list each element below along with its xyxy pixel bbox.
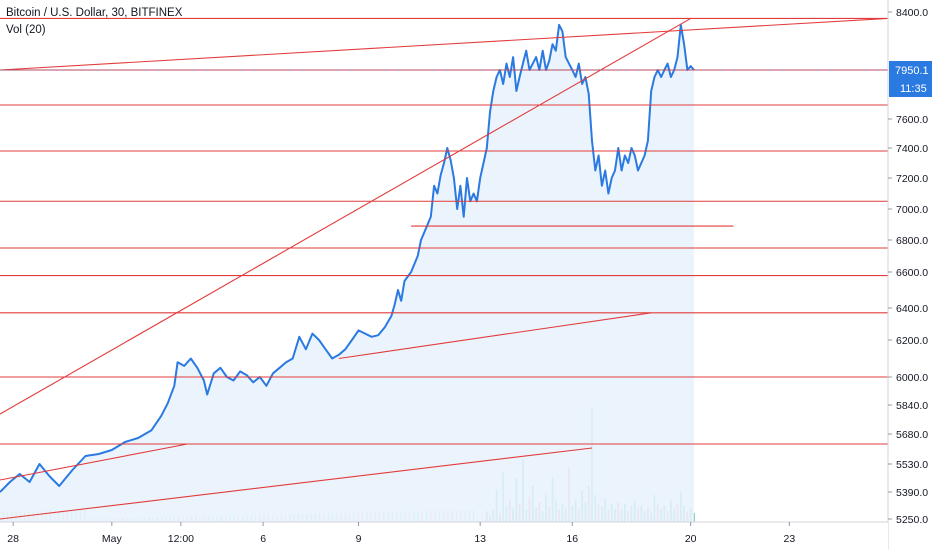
price-tick-label: 6000.0 (896, 372, 928, 384)
time-tick-label: 28 (7, 533, 19, 545)
time-tick-label: 20 (685, 533, 697, 545)
price-tick-label: 7600.0 (896, 114, 928, 126)
price-tick-label: 6200.0 (896, 335, 928, 347)
time-tick-label: 9 (356, 533, 362, 545)
price-area-fill (0, 24, 694, 523)
trendline[interactable] (0, 447, 593, 520)
price-tick-label: 7000.0 (896, 204, 928, 216)
time-tick-label: 6 (260, 533, 266, 545)
price-tick-label: 6800.0 (896, 235, 928, 247)
current-price-badge[interactable] (889, 60, 932, 79)
chart-legend[interactable]: Bitcoin / U.S. Dollar, 30, BITFINEX Vol … (6, 5, 182, 39)
time-tick-label: 12:00 (168, 533, 194, 545)
time-tick-label: 13 (474, 533, 486, 545)
price-tick-label: 7200.0 (896, 173, 928, 185)
price-line[interactable] (0, 23, 695, 493)
trendline[interactable] (338, 312, 652, 360)
time-tick-label: May (102, 533, 123, 545)
trendline[interactable] (0, 17, 889, 71)
price-area (0, 23, 695, 523)
price-tick-label: 7400.0 (896, 143, 928, 155)
trendlines[interactable] (0, 17, 889, 520)
current-price-label: 7950.1 (895, 65, 929, 77)
chart-title[interactable]: Bitcoin / U.S. Dollar, 30, BITFINEX (6, 7, 183, 19)
volume-indicator-label[interactable]: Vol (20) (6, 24, 46, 36)
price-tick-label: 5530.0 (896, 459, 928, 471)
trendline[interactable] (0, 17, 691, 415)
price-tick-label: 5250.0 (896, 514, 928, 526)
price-tick-label: 5390.0 (896, 487, 928, 499)
time-axis[interactable]: 28 May 12:00 6 9 13 16 20 23 (0, 521, 888, 550)
price-tick-label: 5680.0 (896, 429, 928, 441)
time-tick-label: 23 (783, 533, 795, 545)
price-tick-label: 5840.0 (896, 400, 928, 412)
countdown-badge[interactable] (889, 78, 932, 97)
price-tick-label: 6400.0 (896, 303, 928, 315)
time-tick-label: 16 (566, 533, 578, 545)
time-axis-background (0, 522, 888, 550)
countdown-label: 11:35 (900, 83, 927, 95)
price-tick-label: 6600.0 (896, 267, 928, 279)
trendline[interactable] (0, 443, 188, 481)
price-tick-label: 8400.0 (896, 7, 928, 19)
